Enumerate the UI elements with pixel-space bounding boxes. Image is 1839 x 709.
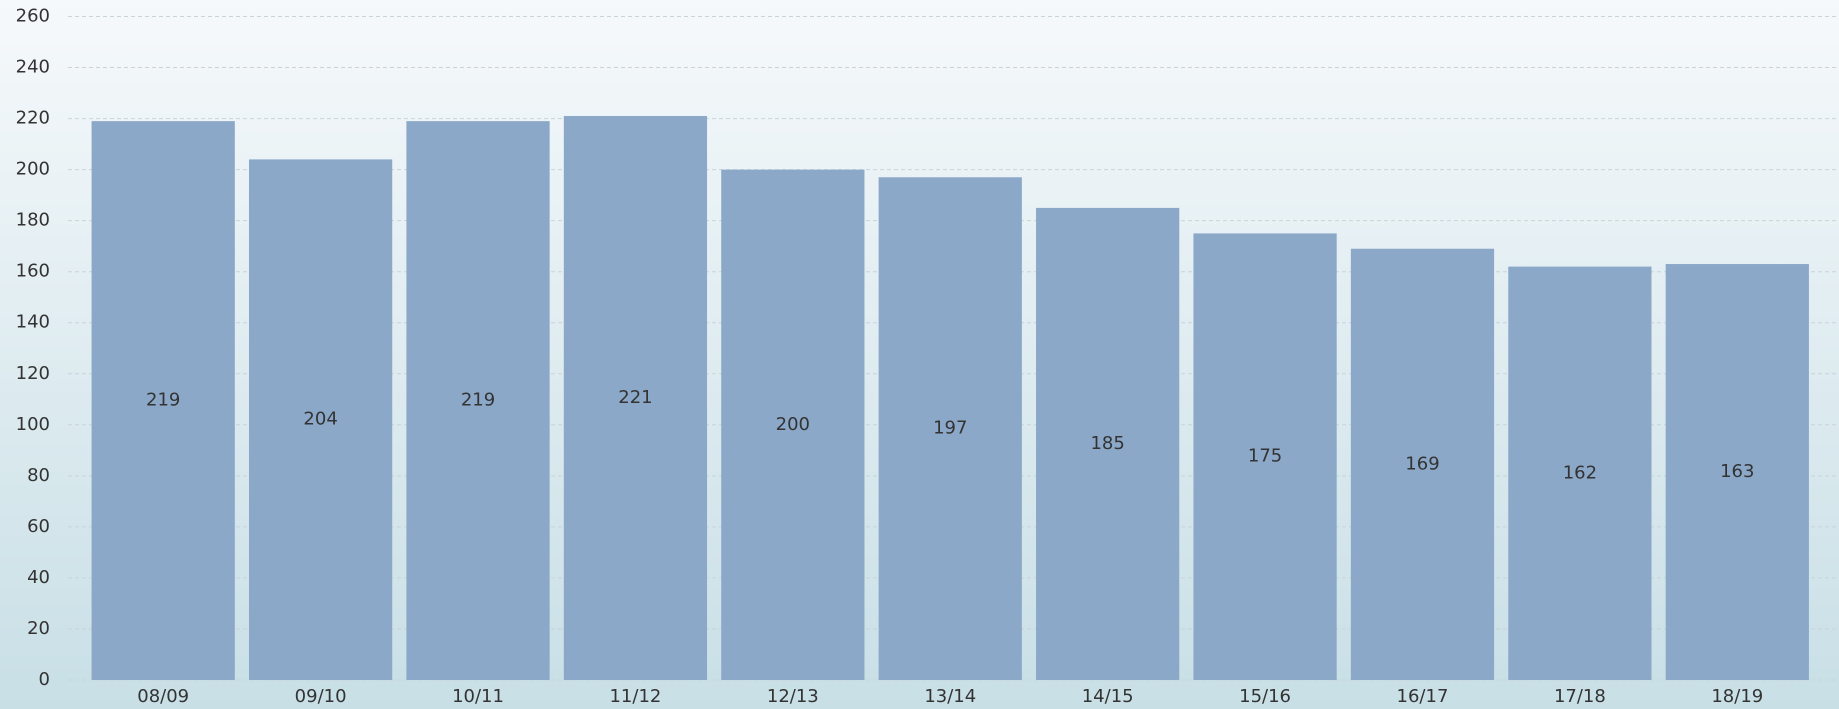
bar [1508,266,1652,680]
x-tick-label: 17/18 [1554,686,1606,707]
y-tick-label: 120 [16,363,50,384]
x-tick-label: 18/19 [1711,686,1763,707]
x-tick-label: 10/11 [452,686,504,707]
x-tick-label: 09/10 [295,686,347,707]
bar [1665,264,1809,680]
data-label: 200 [776,414,810,435]
x-tick-label: 11/12 [609,686,661,707]
x-tick-label: 13/14 [924,686,976,707]
bar [563,116,708,680]
bar [878,177,1022,680]
y-tick-label: 80 [27,465,50,486]
data-label: 219 [146,390,180,411]
data-label: 175 [1248,446,1282,467]
bar [1350,248,1495,680]
x-tick-label: 14/15 [1082,686,1134,707]
y-tick-label: 40 [27,567,50,588]
x-tick-label: 08/09 [137,686,189,707]
data-label: 221 [618,387,652,408]
data-label: 197 [933,418,967,439]
y-tick-label: 100 [16,414,50,435]
y-tick-label: 180 [16,210,50,231]
bar [406,121,550,680]
y-tick-label: 260 [16,6,50,27]
x-tick-label: 12/13 [767,686,819,707]
y-tick-label: 140 [16,312,50,333]
data-label: 169 [1405,453,1439,474]
y-tick-label: 220 [16,108,50,129]
y-tick-label: 200 [16,159,50,180]
bar [248,159,393,680]
bar [1193,233,1337,681]
data-label: 185 [1090,433,1124,454]
data-label: 162 [1563,462,1597,483]
y-tick-label: 160 [16,261,50,282]
y-tick-label: 240 [16,57,50,78]
data-label: 204 [303,409,337,430]
bar [91,121,235,680]
x-tick-label: 16/17 [1397,686,1449,707]
x-tick-label: 15/16 [1239,686,1291,707]
y-tick-label: 60 [27,516,50,537]
data-label: 219 [461,390,495,411]
y-tick-label: 20 [27,618,50,639]
bar [721,169,865,680]
y-tick-label: 0 [39,669,50,690]
bar [1036,207,1180,680]
data-label: 163 [1720,461,1754,482]
